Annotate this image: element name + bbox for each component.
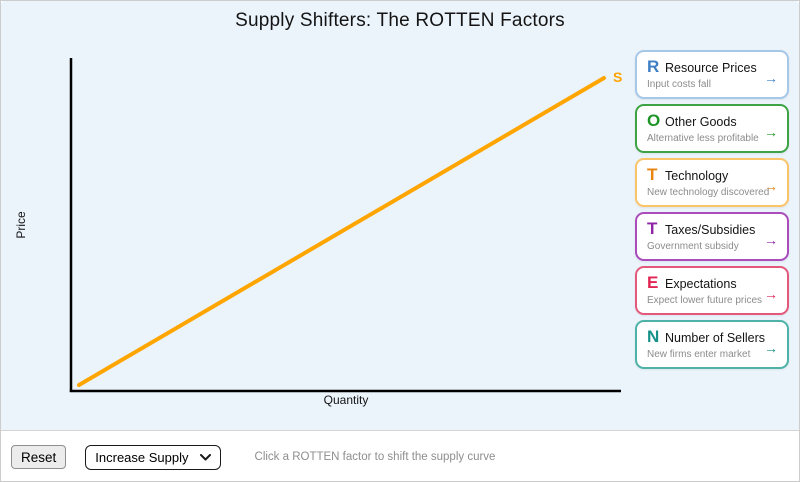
shift-arrow-icon: → [764, 286, 778, 302]
supply-mode-select[interactable]: Increase Supply [85, 444, 221, 470]
factor-letter: N [647, 327, 660, 346]
factor-subtitle: Expect lower future prices [647, 295, 763, 306]
supply-curve-label: S [613, 69, 622, 85]
supply-mode-value: Increase Supply [95, 449, 189, 465]
shift-arrow-icon: → [764, 178, 778, 194]
graph-board: Supply Shifters: The ROTTEN Factors S Pr… [1, 1, 799, 431]
factor-card-technology[interactable]: T Technology New technology discovered → [635, 158, 789, 207]
instruction-hint: Click a ROTTEN factor to shift the suppl… [254, 451, 496, 463]
factor-letter: E [647, 273, 659, 292]
factor-subtitle: Government subsidy [647, 241, 739, 252]
factor-letter: T [647, 219, 658, 238]
supply-graph: S Price Quantity [14, 58, 622, 407]
shift-arrow-icon: → [764, 232, 778, 248]
shift-arrow-icon: → [764, 340, 778, 356]
factor-subtitle: New firms enter market [647, 349, 751, 360]
factor-card-taxes-subsidies[interactable]: T Taxes/Subsidies Government subsidy → [635, 212, 789, 261]
page-title: Supply Shifters: The ROTTEN Factors [235, 10, 565, 31]
factor-card-resource-prices[interactable]: R Resource Prices Input costs fall → [635, 50, 789, 99]
shift-arrow-icon: → [764, 124, 778, 140]
factor-title: Number of Sellers [665, 331, 766, 345]
supply-curve-line [77, 76, 606, 387]
factor-title: Technology [665, 169, 729, 183]
factor-card-number-of-sellers[interactable]: N Number of Sellers New firms enter mark… [635, 320, 789, 369]
factor-subtitle: Alternative less profitable [647, 133, 759, 144]
control-bar: Reset Increase Supply Click a ROTTEN fac… [1, 431, 799, 481]
factor-title: Taxes/Subsidies [665, 223, 756, 237]
shift-arrow-icon: → [764, 70, 778, 86]
chevron-down-icon [199, 453, 211, 460]
factor-title: Expectations [665, 277, 737, 291]
factor-subtitle: New technology discovered [647, 187, 770, 198]
factor-subtitle: Input costs fall [647, 79, 711, 90]
factor-title: Resource Prices [665, 61, 757, 75]
rotten-factor-list: R Resource Prices Input costs fall → O O… [635, 50, 789, 369]
factor-card-expectations[interactable]: E Expectations Expect lower future price… [635, 266, 789, 315]
price-axis-label: Price [14, 211, 28, 239]
reset-button[interactable]: Reset [11, 445, 67, 469]
factor-letter: O [647, 111, 661, 130]
factor-title: Other Goods [665, 115, 737, 129]
factor-letter: R [647, 57, 660, 76]
factor-card-other-goods[interactable]: O Other Goods Alternative less profitabl… [635, 104, 789, 153]
factor-letter: T [647, 165, 658, 184]
quantity-axis-label: Quantity [324, 393, 369, 407]
